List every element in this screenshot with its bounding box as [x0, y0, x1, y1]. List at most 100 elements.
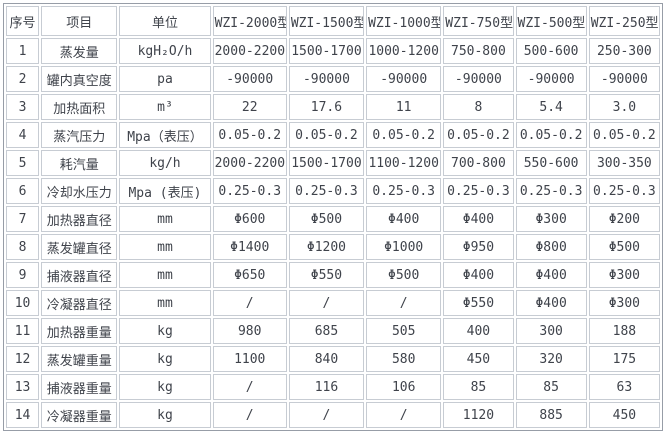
value-cell: -90000 [588, 66, 660, 92]
row-number-cell: 14 [6, 402, 40, 428]
value-cell: 22 [212, 94, 287, 120]
value-cell: Φ1000 [366, 234, 442, 260]
unit-cell: Mpa（表压） [119, 122, 211, 148]
spec-table: 序号 项目 单位 WZI-2000型 WZI-1500型 WZI-1000型 W… [3, 3, 663, 431]
row-number-cell: 8 [6, 234, 40, 260]
value-cell: 17.6 [288, 94, 365, 120]
table-row: 8 蒸发罐直径 mm Φ1400 Φ1200 Φ1000 Φ950 Φ800 Φ500 [6, 234, 660, 260]
table-row: 11 加热器重量 kg 980 685 505 400 300 188 [6, 318, 660, 344]
value-cell: 2000-2200 [212, 38, 287, 64]
value-cell: -90000 [366, 66, 442, 92]
value-cell: Φ400 [443, 206, 514, 232]
value-cell: 505 [366, 318, 442, 344]
column-header-model: WZI-750型 [443, 6, 514, 36]
unit-cell: kg [119, 374, 211, 400]
value-cell: 750-800 [443, 38, 514, 64]
row-number-cell: 7 [6, 206, 40, 232]
value-cell: / [212, 402, 287, 428]
item-cell: 捕液器重量 [41, 374, 118, 400]
value-cell: 1000-1200 [366, 38, 442, 64]
value-cell: 63 [588, 374, 660, 400]
value-cell: 685 [288, 318, 365, 344]
row-number-cell: 9 [6, 262, 40, 288]
row-number-cell: 3 [6, 94, 40, 120]
row-number-cell: 10 [6, 290, 40, 316]
value-cell: Φ200 [588, 206, 660, 232]
item-cell: 捕液器直径 [41, 262, 118, 288]
value-cell: / [366, 402, 442, 428]
item-cell: 蒸汽压力 [41, 122, 118, 148]
value-cell: 885 [515, 402, 587, 428]
value-cell: / [366, 290, 442, 316]
value-cell: Φ400 [515, 290, 587, 316]
table-row: 12 蒸发罐重量 kg 1100 840 580 450 320 175 [6, 346, 660, 372]
value-cell: / [288, 402, 365, 428]
row-number-cell: 6 [6, 178, 40, 204]
value-cell: -90000 [288, 66, 365, 92]
value-cell: 0.25-0.3 [288, 178, 365, 204]
value-cell: 250-300 [588, 38, 660, 64]
value-cell: Φ400 [515, 262, 587, 288]
value-cell: 300 [515, 318, 587, 344]
value-cell: 0.25-0.3 [366, 178, 442, 204]
column-header-item: 项目 [41, 6, 118, 36]
value-cell: Φ300 [515, 206, 587, 232]
column-header-model: WZI-1000型 [366, 6, 442, 36]
value-cell: 5.4 [515, 94, 587, 120]
header-row: 序号 项目 单位 WZI-2000型 WZI-1500型 WZI-1000型 W… [6, 6, 660, 36]
table-row: 4 蒸汽压力 Mpa（表压） 0.05-0.2 0.05-0.2 0.05-0.2 0.05… [6, 122, 660, 148]
item-cell: 蒸发量 [41, 38, 118, 64]
row-number-cell: 1 [6, 38, 40, 64]
value-cell: Φ800 [515, 234, 587, 260]
value-cell: / [212, 290, 287, 316]
row-number-cell: 13 [6, 374, 40, 400]
unit-cell: mm [119, 234, 211, 260]
value-cell: 0.05-0.2 [443, 122, 514, 148]
table-row: 3 加热面积 m³ 22 17.6 11 8 5.4 3.0 [6, 94, 660, 120]
value-cell: 85 [443, 374, 514, 400]
value-cell: Φ500 [288, 206, 365, 232]
value-cell: 0.05-0.2 [288, 122, 365, 148]
value-cell: 450 [443, 346, 514, 372]
value-cell: 1100-1200 [366, 150, 442, 176]
value-cell: 175 [588, 346, 660, 372]
row-number-cell: 12 [6, 346, 40, 372]
value-cell: 0.25-0.3 [588, 178, 660, 204]
value-cell: Φ400 [443, 262, 514, 288]
table-row: 14 冷凝器重量 kg / //1120 885 450 [6, 402, 660, 428]
value-cell: / [288, 290, 365, 316]
value-cell: 400 [443, 318, 514, 344]
table-row: 5 耗汽量 kg/h 2000-2200 1500-1700 1100-1200 700-8… [6, 150, 660, 176]
value-cell: 8 [443, 94, 514, 120]
value-cell: / [212, 374, 287, 400]
item-cell: 冷凝器直径 [41, 290, 118, 316]
value-cell: 300-350 [588, 150, 660, 176]
value-cell: 0.05-0.2 [588, 122, 660, 148]
table-row: 7 加热器直径 mm Φ600 Φ500 Φ400 Φ400 Φ300 Φ200 [6, 206, 660, 232]
value-cell: Φ300 [588, 290, 660, 316]
row-number-cell: 4 [6, 122, 40, 148]
value-cell: 11 [366, 94, 442, 120]
value-cell: 0.25-0.3 [212, 178, 287, 204]
value-cell: Φ300 [588, 262, 660, 288]
value-cell: Φ550 [443, 290, 514, 316]
value-cell: 106 [366, 374, 442, 400]
unit-cell: mm [119, 206, 211, 232]
value-cell: 0.05-0.2 [366, 122, 442, 148]
value-cell: 500-600 [515, 38, 587, 64]
unit-cell: kg [119, 318, 211, 344]
value-cell: 0.05-0.2 [515, 122, 587, 148]
item-cell: 冷凝器重量 [41, 402, 118, 428]
value-cell: Φ500 [588, 234, 660, 260]
value-cell: 1500-1700 [288, 38, 365, 64]
unit-cell: kg/h [119, 150, 211, 176]
value-cell: Φ550 [288, 262, 365, 288]
value-cell: -90000 [515, 66, 587, 92]
value-cell: 700-800 [443, 150, 514, 176]
item-cell: 加热器重量 [41, 318, 118, 344]
value-cell: Φ600 [212, 206, 287, 232]
row-number-cell: 11 [6, 318, 40, 344]
unit-cell: Mpa (表压) [119, 178, 211, 204]
value-cell: 840 [288, 346, 365, 372]
value-cell: Φ1400 [212, 234, 287, 260]
